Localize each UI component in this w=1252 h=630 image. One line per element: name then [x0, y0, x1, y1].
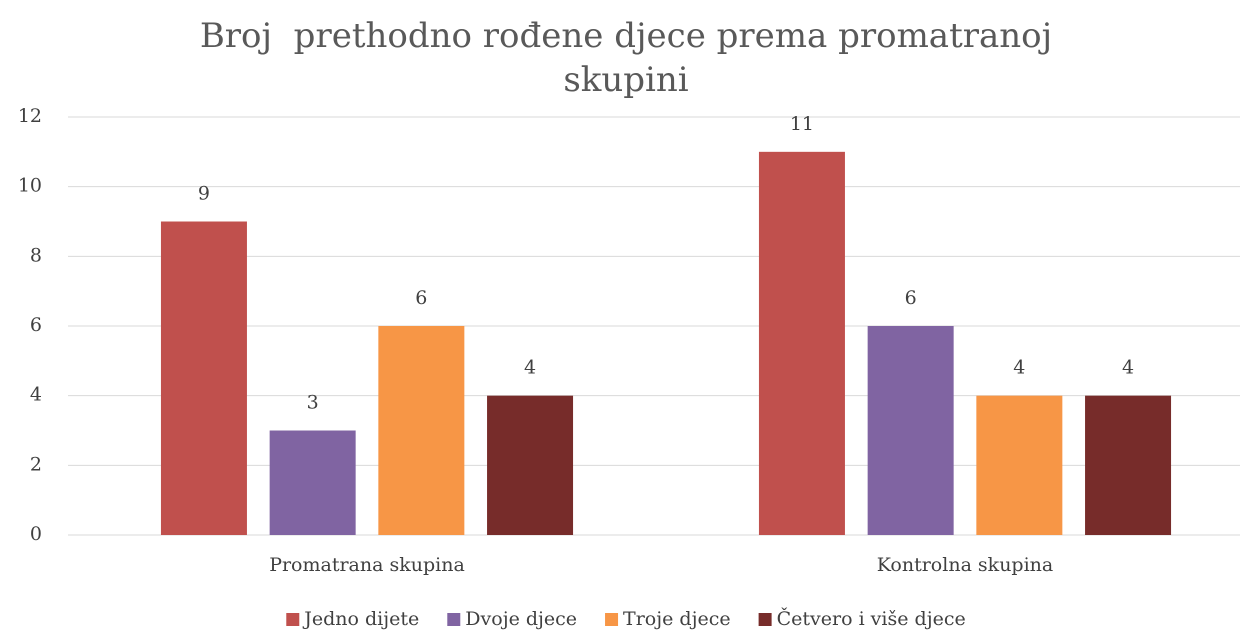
bar [269, 430, 356, 535]
data-label: 4 [1122, 357, 1134, 379]
data-label: 6 [905, 287, 917, 309]
y-tick-label: 2 [30, 453, 42, 475]
y-tick-label: 12 [18, 105, 42, 127]
x-tick-label: Promatrana skupina [269, 554, 465, 576]
legend-swatch [605, 613, 619, 626]
legend-swatch [447, 613, 461, 626]
chart-title: Broj prethodno rođene djece prema promat… [199, 16, 1063, 100]
y-tick-label: 10 [18, 175, 42, 197]
legend-swatch [286, 613, 300, 626]
y-tick-label: 8 [30, 244, 42, 266]
x-tick-label: Kontrolna skupina [877, 554, 1054, 576]
data-label: 3 [307, 392, 319, 414]
data-label: 11 [790, 113, 814, 135]
data-label: 4 [524, 357, 536, 379]
legend-label: Dvoje djece [465, 608, 577, 630]
legend-label: Troje djece [623, 608, 731, 630]
data-label: 4 [1013, 357, 1025, 379]
bar [758, 151, 845, 536]
y-tick-label: 0 [30, 523, 42, 545]
y-tick-label: 6 [30, 314, 42, 336]
data-label: 6 [415, 287, 427, 309]
bar [378, 326, 465, 535]
y-tick-label: 4 [30, 384, 42, 406]
data-label: 9 [198, 183, 210, 205]
legend-swatch [758, 613, 772, 626]
legend-label: Jedno dijete [302, 608, 419, 630]
bar [976, 395, 1063, 535]
bar [160, 221, 247, 535]
bar [867, 326, 954, 535]
legend-label: Četvero i više djece [777, 607, 966, 630]
bar [487, 395, 574, 535]
bar [1085, 395, 1172, 535]
